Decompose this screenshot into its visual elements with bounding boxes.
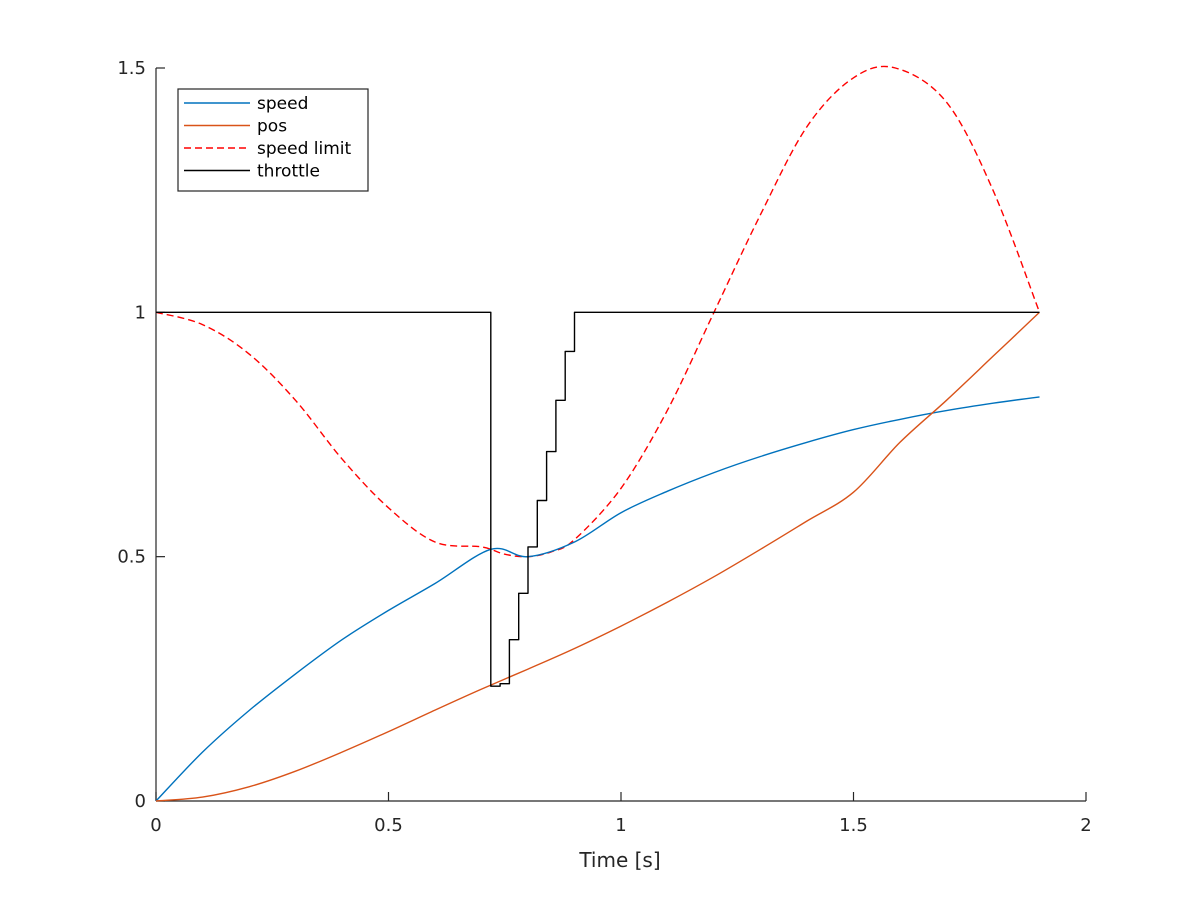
x-tick-label: 2: [1080, 815, 1091, 836]
x-tick-label: 1: [615, 815, 626, 836]
y-tick-label: 1: [135, 302, 146, 323]
x-axis-title: Time [s]: [578, 848, 660, 872]
x-tick-label: 0.5: [374, 815, 403, 836]
y-tick-label: 0: [135, 791, 146, 812]
legend-label: speed limit: [257, 139, 351, 159]
legend-box: [177, 88, 369, 192]
x-tick-label: 0: [150, 815, 161, 836]
axes: 0 0.5 1 1.5 2 0 0.5 1 1.5: [117, 58, 1091, 836]
legend-label: throttle: [257, 162, 320, 182]
series-line-throttle: [156, 311, 1040, 687]
legend-label: speed: [257, 94, 308, 114]
x-tick-label: 1.5: [839, 815, 868, 836]
series-line-speed: [155, 396, 1040, 802]
plot-area: [155, 65, 1041, 802]
legend-label: pos: [257, 117, 287, 137]
series-line-speed-limit: [155, 65, 1041, 558]
y-tick-label: 0.5: [117, 547, 146, 568]
y-tick-label: 1.5: [117, 58, 146, 79]
series-line-pos: [155, 311, 1040, 802]
